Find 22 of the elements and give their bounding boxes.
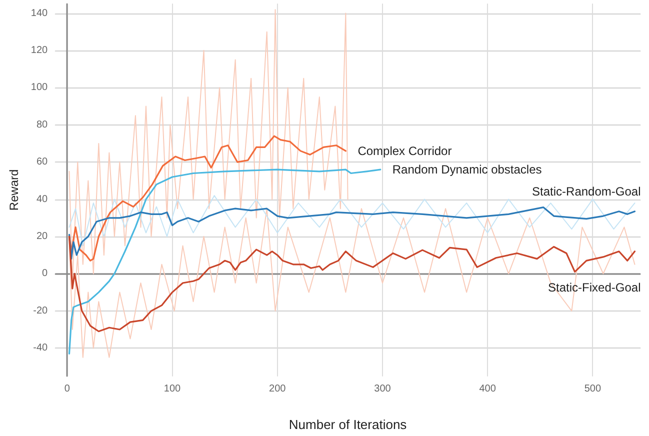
x-tick-label: 100 bbox=[164, 384, 182, 394]
y-tick-label: 20 bbox=[36, 231, 48, 242]
y-tick-label: 80 bbox=[36, 119, 48, 130]
series-label: Random Dynamic obstacles bbox=[392, 162, 542, 177]
x-tick-label: 400 bbox=[479, 384, 496, 394]
series-label: Static-Random-Goal bbox=[532, 184, 641, 198]
series-label: Complex Corridor bbox=[358, 144, 452, 158]
y-tick-label: 40 bbox=[36, 194, 48, 205]
x-tick-label: 0 bbox=[64, 384, 70, 394]
y-axis-title: Reward bbox=[7, 169, 21, 211]
y-tick-label: 140 bbox=[30, 8, 48, 19]
y-tick-label: -20 bbox=[33, 305, 48, 316]
series-label: Static-Fixed-Goal bbox=[548, 280, 641, 294]
x-tick-label: 500 bbox=[584, 384, 602, 394]
y-tick-label: 100 bbox=[30, 82, 48, 94]
y-tick-label: 0 bbox=[42, 268, 48, 280]
x-tick-label: 200 bbox=[269, 384, 286, 394]
y-tick-label: -40 bbox=[33, 342, 48, 354]
y-tick-label: 60 bbox=[36, 156, 48, 168]
x-tick-label: 300 bbox=[374, 384, 392, 394]
y-tick-label: 120 bbox=[30, 45, 48, 56]
x-axis-title: Number of Iterations bbox=[288, 417, 408, 432]
